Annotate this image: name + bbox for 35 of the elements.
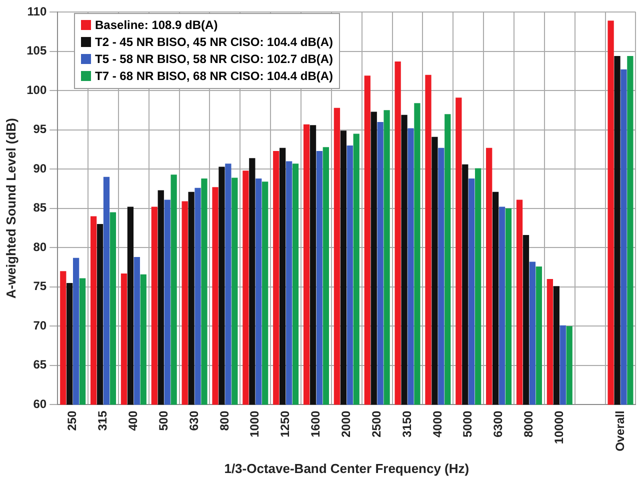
x-tick-label: 315 (96, 410, 110, 431)
x-tick-label: 2500 (369, 410, 384, 438)
y-tick-label: 70 (33, 318, 47, 332)
x-tick-label: 8000 (522, 410, 536, 438)
x-tick-label: 630 (186, 410, 201, 431)
legend-label: T7 - 68 NR BISO, 68 NR CISO: 104.4 dB(A) (94, 68, 334, 85)
x-tick-label: 1000 (248, 410, 262, 438)
x-tick-label: 250 (65, 410, 80, 431)
legend-label: Baseline: 108.9 dB(A) (94, 17, 219, 34)
x-tick-label: 5000 (460, 410, 475, 438)
y-tick-label: 105 (26, 44, 47, 58)
legend-label: T2 - 45 NR BISO, 45 NR CISO: 104.4 dB(A) (94, 34, 334, 51)
x-tick-label: 2000 (338, 410, 353, 438)
y-tick-label: 80 (33, 240, 47, 254)
x-tick-label: 4000 (430, 410, 444, 438)
x-tick-label: 3150 (400, 410, 414, 438)
x-tick-label: 500 (156, 410, 170, 431)
y-tick-label: 65 (33, 358, 47, 372)
x-tick-label: 1250 (278, 410, 292, 438)
y-tick-label: 75 (33, 279, 47, 294)
x-tick-label: Overall (612, 410, 627, 452)
y-tick-label: 60 (33, 397, 47, 412)
x-tick-label: 6300 (491, 410, 506, 438)
y-tick-label: 95 (33, 122, 47, 136)
y-tick-label: 85 (33, 200, 47, 215)
y-tick-label: 100 (26, 82, 47, 97)
y-tick-label: 110 (27, 4, 47, 18)
y-axis-title: A-weighted Sound Level (dB) (3, 118, 18, 299)
x-tick-label: 1600 (308, 410, 323, 438)
x-tick-label: 10000 (552, 410, 566, 444)
x-tick-label: 400 (126, 410, 140, 431)
x-tick-label: 800 (217, 410, 232, 431)
legend-label: T5 - 58 NR BISO, 58 NR CISO: 102.7 dB(A) (94, 51, 334, 68)
x-axis-title: 1/3-Octave-Band Center Frequency (Hz) (224, 460, 470, 476)
y-tick-label: 90 (33, 161, 47, 176)
